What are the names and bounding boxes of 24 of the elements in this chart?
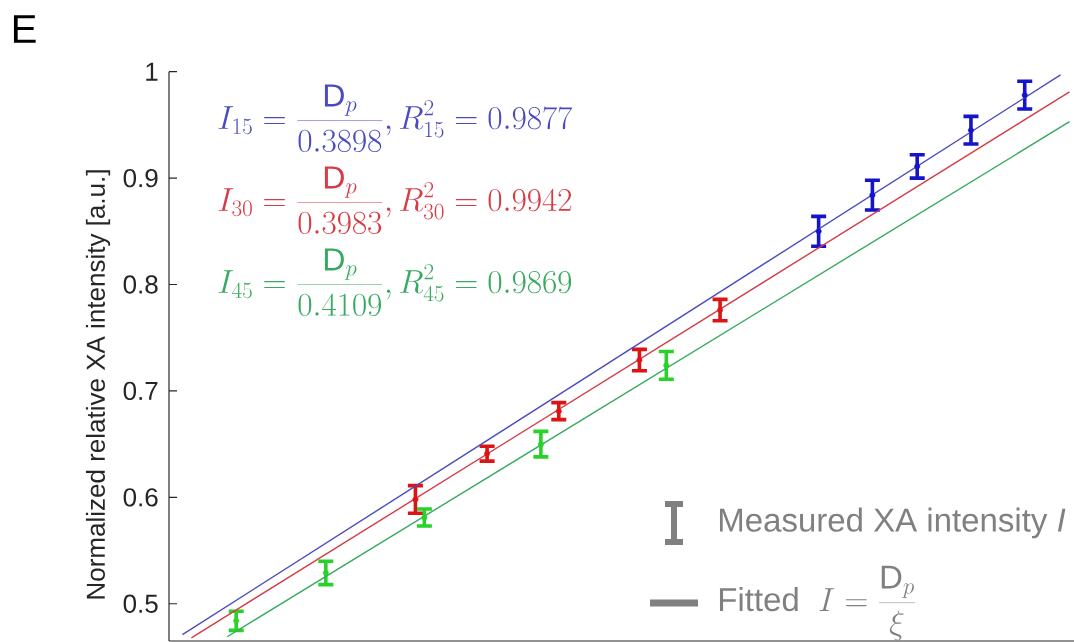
y-tick-label: 0.7 — [123, 381, 158, 401]
y-tick-label: 1 — [146, 62, 158, 81]
y-axis-title: Normalized relative XA intensity [a.u.] — [85, 170, 111, 599]
point — [322, 569, 329, 576]
point — [1021, 92, 1028, 99]
y-tick-label: 0.6 — [123, 488, 158, 507]
annotation: $I_{15} = \frac{\mathsf{D}_p}{0.3898}, R_{15}^2 = 0.9877$ — [218, 84, 573, 153]
annotation: $I_{45} = \frac{\mathsf{D}_p}{0.4109}, R_{45}^2 = 0.9869$ — [218, 248, 572, 317]
point — [815, 228, 822, 235]
point — [636, 357, 643, 363]
y-tick-label: 0.8 — [123, 275, 158, 294]
point — [914, 163, 921, 170]
annotation: $I_{30} = \frac{\mathsf{D}_p}{0.3983}, R_{30}^2 = 0.9942$ — [218, 166, 572, 235]
legend-label: $\mathsf{Fitted}\;\; I = \frac{\mathsf{D}_p}{\xi}$ — [719, 565, 915, 641]
point — [663, 362, 670, 369]
point — [968, 127, 974, 134]
chart-title: E — [13, 15, 36, 43]
y-tick-label: 0.5 — [123, 594, 158, 613]
point — [412, 496, 419, 503]
y-tick-label: 0.9 — [123, 168, 158, 188]
point — [717, 307, 724, 313]
point — [869, 192, 876, 199]
legend-label: Measured XA intensity I — [719, 507, 1066, 539]
point — [537, 441, 544, 448]
